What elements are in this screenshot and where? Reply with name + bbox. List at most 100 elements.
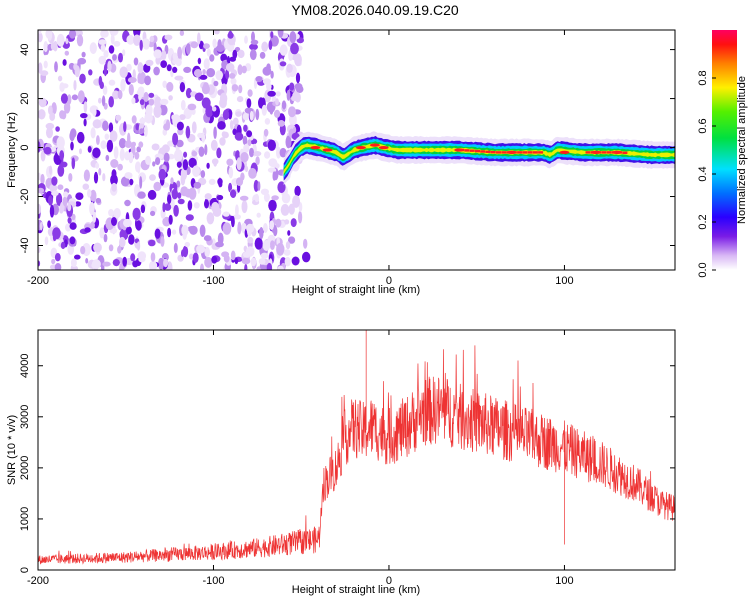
- noise-blob: [47, 30, 53, 41]
- noise-blob: [63, 101, 71, 114]
- snr-x-tick-label: -200: [27, 575, 49, 587]
- noise-blob: [242, 135, 248, 146]
- noise-blob: [151, 143, 160, 151]
- spectrogram-y-ticks: -40 -20 0 20 40: [19, 43, 675, 253]
- spectrogram-noise: [38, 30, 311, 270]
- noise-blob: [61, 110, 67, 120]
- noise-blob: [193, 69, 203, 78]
- noise-blob: [108, 244, 114, 252]
- noise-blob: [152, 161, 156, 167]
- noise-blob: [82, 183, 90, 190]
- noise-blob: [67, 94, 72, 105]
- noise-blob: [279, 44, 288, 56]
- noise-blob: [154, 228, 161, 239]
- noise-blob: [190, 41, 199, 49]
- noise-blob: [257, 181, 261, 192]
- noise-blob: [108, 96, 114, 108]
- noise-blob: [135, 220, 142, 231]
- noise-blob: [80, 113, 88, 119]
- noise-blob: [249, 110, 254, 121]
- signal-peak: [378, 146, 389, 150]
- noise-blob: [87, 188, 92, 198]
- noise-blob: [217, 178, 223, 186]
- noise-blob: [201, 84, 210, 95]
- noise-blob: [117, 89, 123, 100]
- noise-blob: [38, 260, 41, 267]
- noise-blob: [269, 240, 275, 251]
- noise-blob: [185, 125, 191, 139]
- noise-blob: [101, 95, 106, 107]
- noise-blob: [71, 94, 78, 101]
- noise-blob: [38, 246, 41, 253]
- noise-blob: [65, 38, 69, 45]
- noise-blob: [261, 104, 267, 116]
- signal-peak-segment: [464, 149, 470, 152]
- noise-blob: [81, 51, 86, 58]
- noise-blob: [120, 78, 126, 92]
- noise-blob: [205, 105, 214, 118]
- noise-blob: [286, 63, 293, 73]
- noise-blob: [236, 96, 244, 103]
- noise-blob: [222, 109, 230, 121]
- noise-blob: [262, 240, 271, 251]
- noise-blob: [124, 172, 133, 179]
- noise-blob: [98, 97, 102, 104]
- noise-blob: [204, 193, 212, 200]
- noise-blob: [188, 187, 197, 200]
- noise-blob: [68, 62, 75, 70]
- noise-blob: [185, 87, 192, 99]
- noise-blob: [273, 225, 278, 237]
- noise-blob: [292, 195, 301, 208]
- noise-blob: [145, 59, 154, 67]
- noise-blob: [112, 259, 120, 267]
- noise-blob: [176, 161, 182, 168]
- noise-blob: [276, 242, 285, 256]
- noise-blob: [38, 203, 41, 215]
- noise-blob: [227, 32, 234, 39]
- colorbar-tick-label: 0.8: [697, 70, 709, 85]
- noise-blob: [123, 218, 132, 228]
- noise-blob: [176, 139, 184, 148]
- noise-blob: [54, 253, 61, 262]
- noise-blob: [40, 150, 46, 162]
- signal-band: [283, 143, 675, 175]
- noise-blob: [274, 109, 281, 118]
- noise-blob: [57, 184, 64, 190]
- noise-blob: [237, 64, 243, 76]
- noise-blob: [202, 69, 206, 75]
- spectrogram-y-tick-label: 20: [19, 92, 31, 104]
- noise-blob: [247, 89, 253, 97]
- noise-blob: [254, 193, 259, 203]
- noise-blob: [38, 109, 46, 120]
- noise-blob: [171, 114, 176, 121]
- noise-blob: [256, 212, 261, 218]
- noise-blob: [136, 241, 141, 251]
- noise-blob: [103, 233, 108, 243]
- noise-blob: [75, 192, 84, 200]
- noise-blob: [263, 192, 270, 202]
- noise-blob: [166, 64, 172, 72]
- noise-blob: [259, 51, 266, 59]
- noise-blob: [143, 125, 148, 137]
- noise-blob: [176, 180, 181, 188]
- noise-blob: [264, 118, 271, 125]
- noise-blob: [249, 43, 258, 51]
- noise-blob: [67, 244, 75, 255]
- noise-blob: [160, 60, 168, 68]
- noise-blob: [43, 146, 52, 155]
- snr-y-label: SNR (10 * v/v): [6, 415, 18, 485]
- noise-blob: [95, 162, 100, 169]
- noise-blob: [172, 132, 179, 146]
- noise-blob: [124, 199, 131, 207]
- noise-blob: [48, 105, 53, 115]
- noise-blob: [242, 251, 251, 258]
- noise-blob: [163, 152, 170, 163]
- noise-blob: [187, 103, 197, 111]
- signal-peak-segment: [617, 151, 623, 154]
- noise-blob: [49, 165, 53, 175]
- noise-blob: [215, 70, 223, 81]
- noise-blob: [196, 244, 206, 254]
- noise-blob: [255, 156, 260, 166]
- noise-blob: [268, 199, 277, 212]
- noise-blob: [102, 173, 106, 182]
